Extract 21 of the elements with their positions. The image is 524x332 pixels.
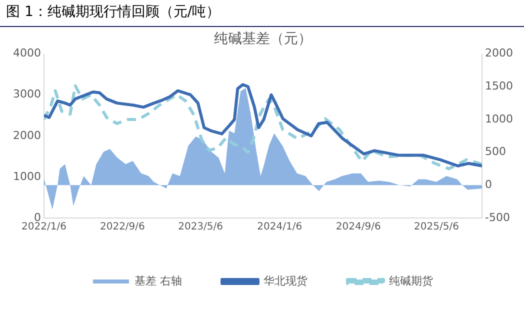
x-tick-label: 2022/9/6: [100, 222, 145, 233]
y2-tick-label: 1000: [485, 112, 514, 126]
chart-title: 图 1：纯碱期现行情回顾（元/吨）: [0, 0, 524, 27]
x-tick-label: 2022/1/6: [22, 222, 66, 233]
x-tick-label: 2024/1/6: [257, 222, 302, 233]
y2-tick-label: -500: [485, 210, 510, 224]
y-tick-label: 2000: [12, 128, 41, 142]
y2-tick-label: 500: [485, 145, 506, 158]
x-tick-label: 2025/5/6: [414, 222, 459, 233]
y2-tick-label: 1500: [485, 80, 514, 92]
legend-label: 基差 右轴: [134, 274, 182, 288]
chart-subtitle: 纯碱基差（元）: [214, 31, 312, 48]
y2-tick-label: 0: [485, 178, 492, 192]
x-tick-label: 2023/5/6: [178, 222, 224, 233]
y2-tick-label: 2000: [485, 46, 514, 60]
y-tick-label: 3000: [12, 88, 41, 101]
legend-label: 华北现货: [264, 274, 308, 288]
y-tick-label: 4000: [12, 46, 41, 60]
y-tick-label: 1000: [12, 170, 41, 183]
legend-label: 纯碱期货: [389, 274, 433, 288]
x-tick-label: 2024/9/6: [336, 222, 381, 233]
